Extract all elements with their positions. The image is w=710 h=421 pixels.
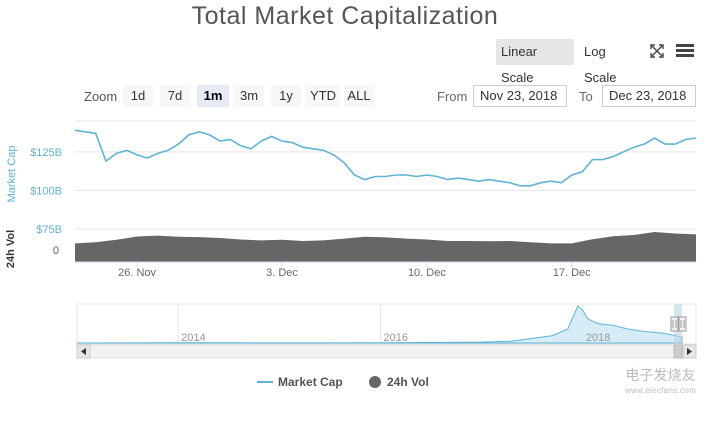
scrollbar-track[interactable]: [76, 344, 697, 359]
log-scale-button[interactable]: Log Scale: [584, 44, 617, 85]
navigator-x-tick-label: 2016: [384, 332, 408, 344]
from-label: From: [437, 89, 468, 104]
y-tick-volume-zero: 0: [53, 245, 59, 257]
y-tick-label: $75B: [36, 224, 62, 236]
legend-market-cap[interactable]: Market Cap: [278, 375, 343, 389]
watermark-url: www.elecfans.com: [624, 386, 696, 395]
hamburger-menu-icon[interactable]: [676, 43, 694, 58]
linear-scale-button[interactable]: Linear Scale: [496, 39, 574, 85]
zoom-7d-button[interactable]: 7d: [160, 85, 190, 107]
legend-24h-vol[interactable]: 24h Vol: [387, 375, 429, 389]
watermark: 电子发烧友 www.elecfans.com: [625, 368, 696, 398]
market-cap-chart: $75B $100B $125B Market Cap 24h Vol 0 26. …: [5, 120, 697, 279]
zoom-label: Zoom: [84, 89, 118, 104]
chart-title: Total Market Capitalization: [191, 2, 499, 30]
x-tick-label: 17. Dec: [553, 267, 591, 279]
zoom-1m-button[interactable]: 1m: [197, 85, 229, 107]
zoom-3m-button[interactable]: 3m: [234, 85, 264, 107]
zoom-all-button[interactable]: ALL: [344, 85, 374, 107]
y-tick-label: $125B: [30, 147, 62, 159]
scroll-left-arrow-icon: [81, 348, 86, 355]
scroll-right-arrow-icon: [687, 348, 692, 355]
from-date-input[interactable]: Nov 23, 2018: [473, 85, 567, 107]
zoom-ytd-button[interactable]: YTD: [306, 85, 340, 107]
to-label: To: [579, 89, 593, 104]
market-cap-line: [74, 129, 697, 187]
x-tick-label: 10. Dec: [408, 267, 446, 279]
legend-market-cap-symbol: [257, 381, 273, 383]
fullscreen-icon[interactable]: [650, 44, 664, 58]
scrollbar-thumb[interactable]: [673, 344, 683, 359]
navigator-x-tick-label: 2018: [586, 332, 610, 344]
navigator-handle-left[interactable]: [670, 316, 679, 332]
zoom-1d-button[interactable]: 1d: [123, 85, 153, 107]
legend-volume-symbol: [369, 376, 381, 388]
y-axis-label-24h-vol: 24h Vol: [5, 230, 17, 268]
navigator-handle-right[interactable]: [678, 316, 687, 332]
y-tick-label: $100B: [30, 185, 62, 197]
y-axis-label-market-cap: Market Cap: [6, 146, 18, 203]
x-tick-label: 3. Dec: [266, 267, 298, 279]
to-date-input[interactable]: Dec 23, 2018: [602, 85, 696, 107]
x-tick-label: 26. Nov: [118, 267, 156, 279]
volume-area: [75, 232, 696, 262]
watermark-brand: 电子发烧友: [625, 367, 696, 383]
navigator-area: [76, 305, 683, 344]
navigator[interactable]: 2014 2016 2018: [0, 0, 710, 365]
zoom-1y-button[interactable]: 1y: [271, 85, 301, 107]
navigator-x-tick-label: 2014: [181, 332, 205, 344]
